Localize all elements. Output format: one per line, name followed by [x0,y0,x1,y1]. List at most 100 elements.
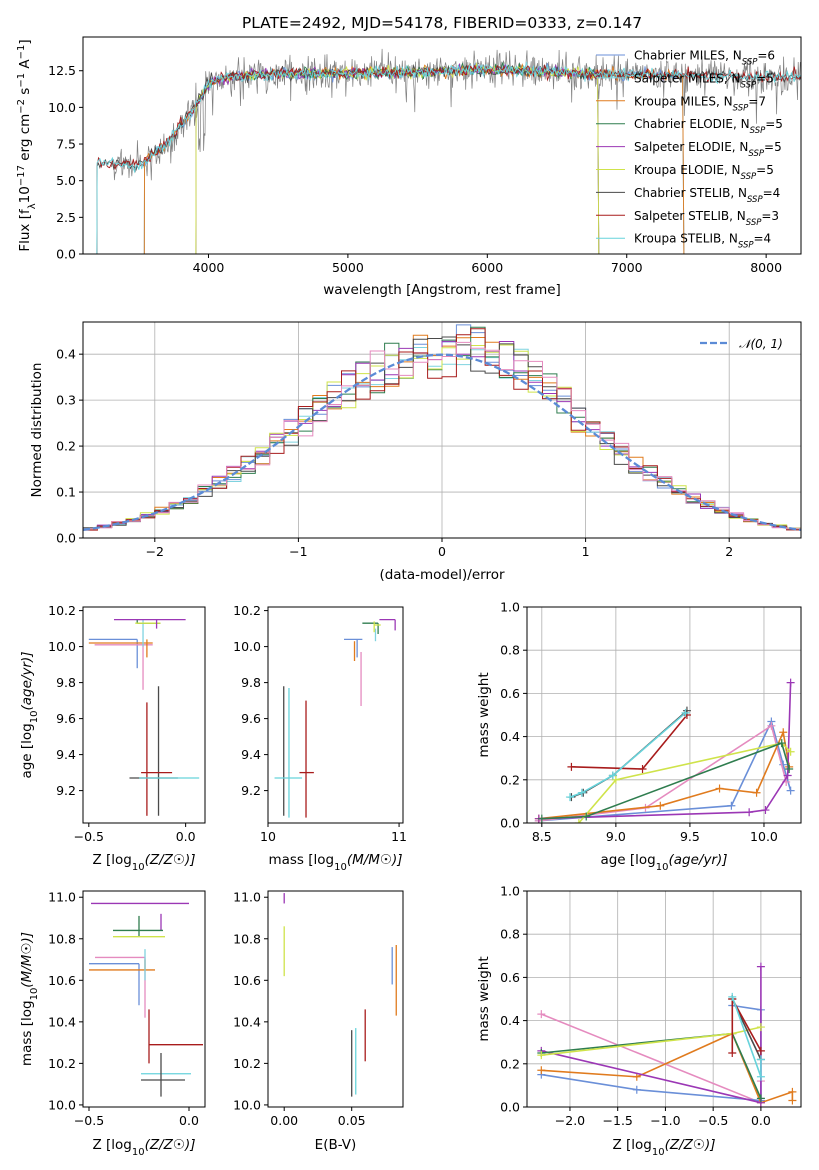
weight-vs-age-marker-kroupa_stelib-3 [681,708,690,717]
weight-vs-Z-xtick-label-1: −1.5 [603,1113,633,1128]
weight-vs-age-marker-salpeter_elodie-3 [783,771,792,780]
mass-vs-Z-plot-area [89,902,203,1097]
weight-vs-age-marker-chabrier_elodie-1 [582,812,591,821]
age-vs-Z-ylabel: age [log10(age/yr)] [19,651,40,778]
weight-vs-age-marker-kroupa_miles-1 [656,801,665,810]
weight-vs-Z-marker-salpeter_stelib-0 [728,1049,737,1057]
legend-label-chabrier_stelib: Chabrier STELIB, NSSP=4 [634,186,780,205]
weight-vs-Z-xtick-label-3: −0.5 [698,1113,728,1128]
residuals-plot-area [83,322,801,538]
weight-vs-age-marker-salpeter_stelib-1 [638,765,647,773]
weight-vs-age-marker-salpeter_elodie-1 [745,808,754,817]
age-vs-Z-ytick-label-1: 9.4 [56,747,76,762]
weight-vs-age-frame [526,606,802,824]
weight-vs-Z-ytick-label-5: 1.0 [500,884,520,899]
spectrum-xtick-label-4: 8000 [750,260,782,275]
mass-vs-ebv-ytick-label-3: 10.6 [233,973,261,988]
age-vs-Z-axes: −0.5 0.0 9.2 9.4 9.6 9.8 10.0 10.2 Z [log10(Z/Z☉… [19,603,206,873]
weight-vs-age-series-chabrier_elodie [541,742,790,820]
model-line-kroupa_stelib [96,64,801,254]
weight-vs-age-ytick-label-0: 0.0 [500,816,520,831]
weight-vs-age-axes: 8.5 9.0 9.5 10.0 0.0 0.2 0.4 0.6 0.8 1.0 age [log1… [476,600,802,873]
age-vs-Z-xlabel: Z [log10(Z/Z☉)] [92,852,195,873]
weight-vs-age-ytick-label-4: 0.8 [500,643,520,658]
model-line-chabrier_elodie [195,62,600,254]
mass-vs-Z-frame [82,890,206,1108]
legend-label-kroupa_miles: Kroupa MILES, NSSP=7 [634,94,766,113]
age-vs-mass-xtick-label-0: 10 [260,829,276,844]
weight-vs-Z-marker-chabrier_elodie-2 [756,1094,765,1103]
weight-vs-age-marker-chabrier_miles-4 [786,786,795,795]
weight-vs-age-series-kroupa_elodie [578,742,792,823]
residuals-ylabel: Normed distribution [29,363,45,498]
spectrum-ytick-label-4: 10.0 [48,100,76,115]
mass-vs-ebv-xlabel: E(B-V) [315,1137,357,1153]
weight-vs-Z-ytick-label-4: 0.8 [500,927,520,942]
histogram-chabrier_stelib [83,336,801,531]
model-line-kroupa_elodie [195,62,600,254]
weight-vs-age-marker-kroupa_miles-4 [779,728,788,737]
mass-vs-ebv-plot-area [283,893,397,1097]
legend-label-chabrier_miles: Chabrier MILES, NSSP=6 [634,49,775,68]
mass-vs-Z-xlabel: Z [log10(Z/Z☉)] [92,1137,195,1158]
weight-vs-Z-marker-kroupa_stelib-1 [756,1072,765,1081]
weight-vs-age-marker-salpeter_elodie-4 [786,678,795,687]
weight-vs-age-marker-kroupa_elodie-0 [574,819,583,823]
mass-vs-Z-ytick-label-2: 10.4 [48,1014,76,1029]
weight-vs-Z-xlabel: Z [log10(Z/Z☉)] [612,1137,715,1158]
weight-vs-Z-plot-area [527,891,801,1107]
residuals-ytick-label-4: 0.4 [56,347,76,362]
weight-vs-age-marker-kroupa_stelib-2 [608,771,617,780]
weight-vs-Z-ytick-label-1: 0.2 [500,1056,520,1071]
age-vs-mass-plot-area [274,618,396,818]
mass-vs-Z-ytick-label-1: 10.2 [48,1056,76,1071]
weight-vs-age-series-chabrier_stelib [571,710,688,798]
spectrum-xtick-label-1: 5000 [332,260,364,275]
mass-vs-ebv-xtick-label-0: 0.00 [270,1113,298,1128]
weight-vs-Z-marker-kroupa_miles-5 [788,1096,797,1105]
weight-vs-age-ytick-label-5: 1.0 [500,600,520,615]
mass-vs-ebv-ytick-label-5: 11.0 [233,890,261,905]
gaussian-legend-label: 𝒩(0, 1) [739,337,783,351]
histogram-pink [83,341,801,530]
spectrum-axes: 4000 5000 6000 7000 8000 0.0 2.5 5.0 7.5 10.0 12.5… [16,36,802,298]
residuals-ytick-label-0: 0.0 [56,531,76,546]
weight-vs-age-xtick-label-1: 9.0 [606,829,626,844]
legend-label-salpeter_stelib: Salpeter STELIB, NSSP=3 [634,209,779,228]
weight-vs-Z-frame [526,890,802,1108]
weight-vs-age-ytick-label-3: 0.6 [500,686,520,701]
weight-vs-Z-marker-pink-0 [537,1010,546,1019]
weight-vs-age-marker-kroupa_miles-2 [715,784,724,793]
age-vs-Z-ytick-label-3: 9.8 [56,675,76,690]
weight-vs-age-marker-chabrier_elodie-2 [777,739,786,748]
legend-label-kroupa_stelib: Kroupa STELIB, NSSP=4 [634,232,771,251]
age-vs-Z-ytick-label-2: 9.6 [56,711,76,726]
weight-vs-age-series-kroupa_stelib [569,712,687,798]
weight-vs-age-ytick-label-1: 0.2 [500,772,520,787]
legend-label-salpeter_elodie: Salpeter ELODIE, NSSP=5 [634,140,782,159]
mass-vs-ebv-ytick-label-0: 10.0 [233,1097,261,1112]
age-vs-mass-ytick-label-2: 9.6 [241,711,261,726]
mass-vs-Z-axes: −0.5 0.0 10.0 10.2 10.4 10.6 10.8 11.0 Z [log10(… [19,890,206,1158]
weight-vs-age-marker-pink-2 [767,721,776,730]
residuals-xtick-label-0: −2 [146,544,164,559]
weight-vs-Z-marker-chabrier_miles-1 [632,1085,641,1094]
spectrum-legend: Chabrier MILES, NSSP=6 Salpeter MILES, NS… [596,49,783,251]
age-vs-mass-ytick-label-3: 9.8 [241,675,261,690]
weight-vs-age-ytick-label-2: 0.4 [500,729,520,744]
mass-vs-ebv-ytick-label-4: 10.8 [233,931,261,946]
weight-vs-age-marker-kroupa_miles-3 [752,788,761,797]
weight-vs-age-marker-salpeter_elodie-2 [761,806,770,815]
weight-vs-age-marker-chabrier_elodie-0 [537,814,546,823]
age-vs-Z-xtick-label-1: 0.0 [176,829,196,844]
weight-vs-age-marker-chabrier_miles-1 [727,801,736,810]
mass-vs-ebv-ytick-label-1: 10.2 [233,1056,261,1071]
weight-vs-Z-marker-kroupa_stelib-0 [728,992,737,1001]
spectrum-title: PLATE=2492, MJD=54178, FIBERID=0333, z=0… [242,14,642,32]
mass-vs-ebv-frame [267,890,404,1108]
age-vs-Z-frame [82,606,206,824]
weight-vs-age-xtick-label-0: 8.5 [532,829,552,844]
residuals-xtick-label-1: −1 [289,544,307,559]
weight-vs-Z-marker-kroupa_elodie-2 [756,1023,765,1032]
